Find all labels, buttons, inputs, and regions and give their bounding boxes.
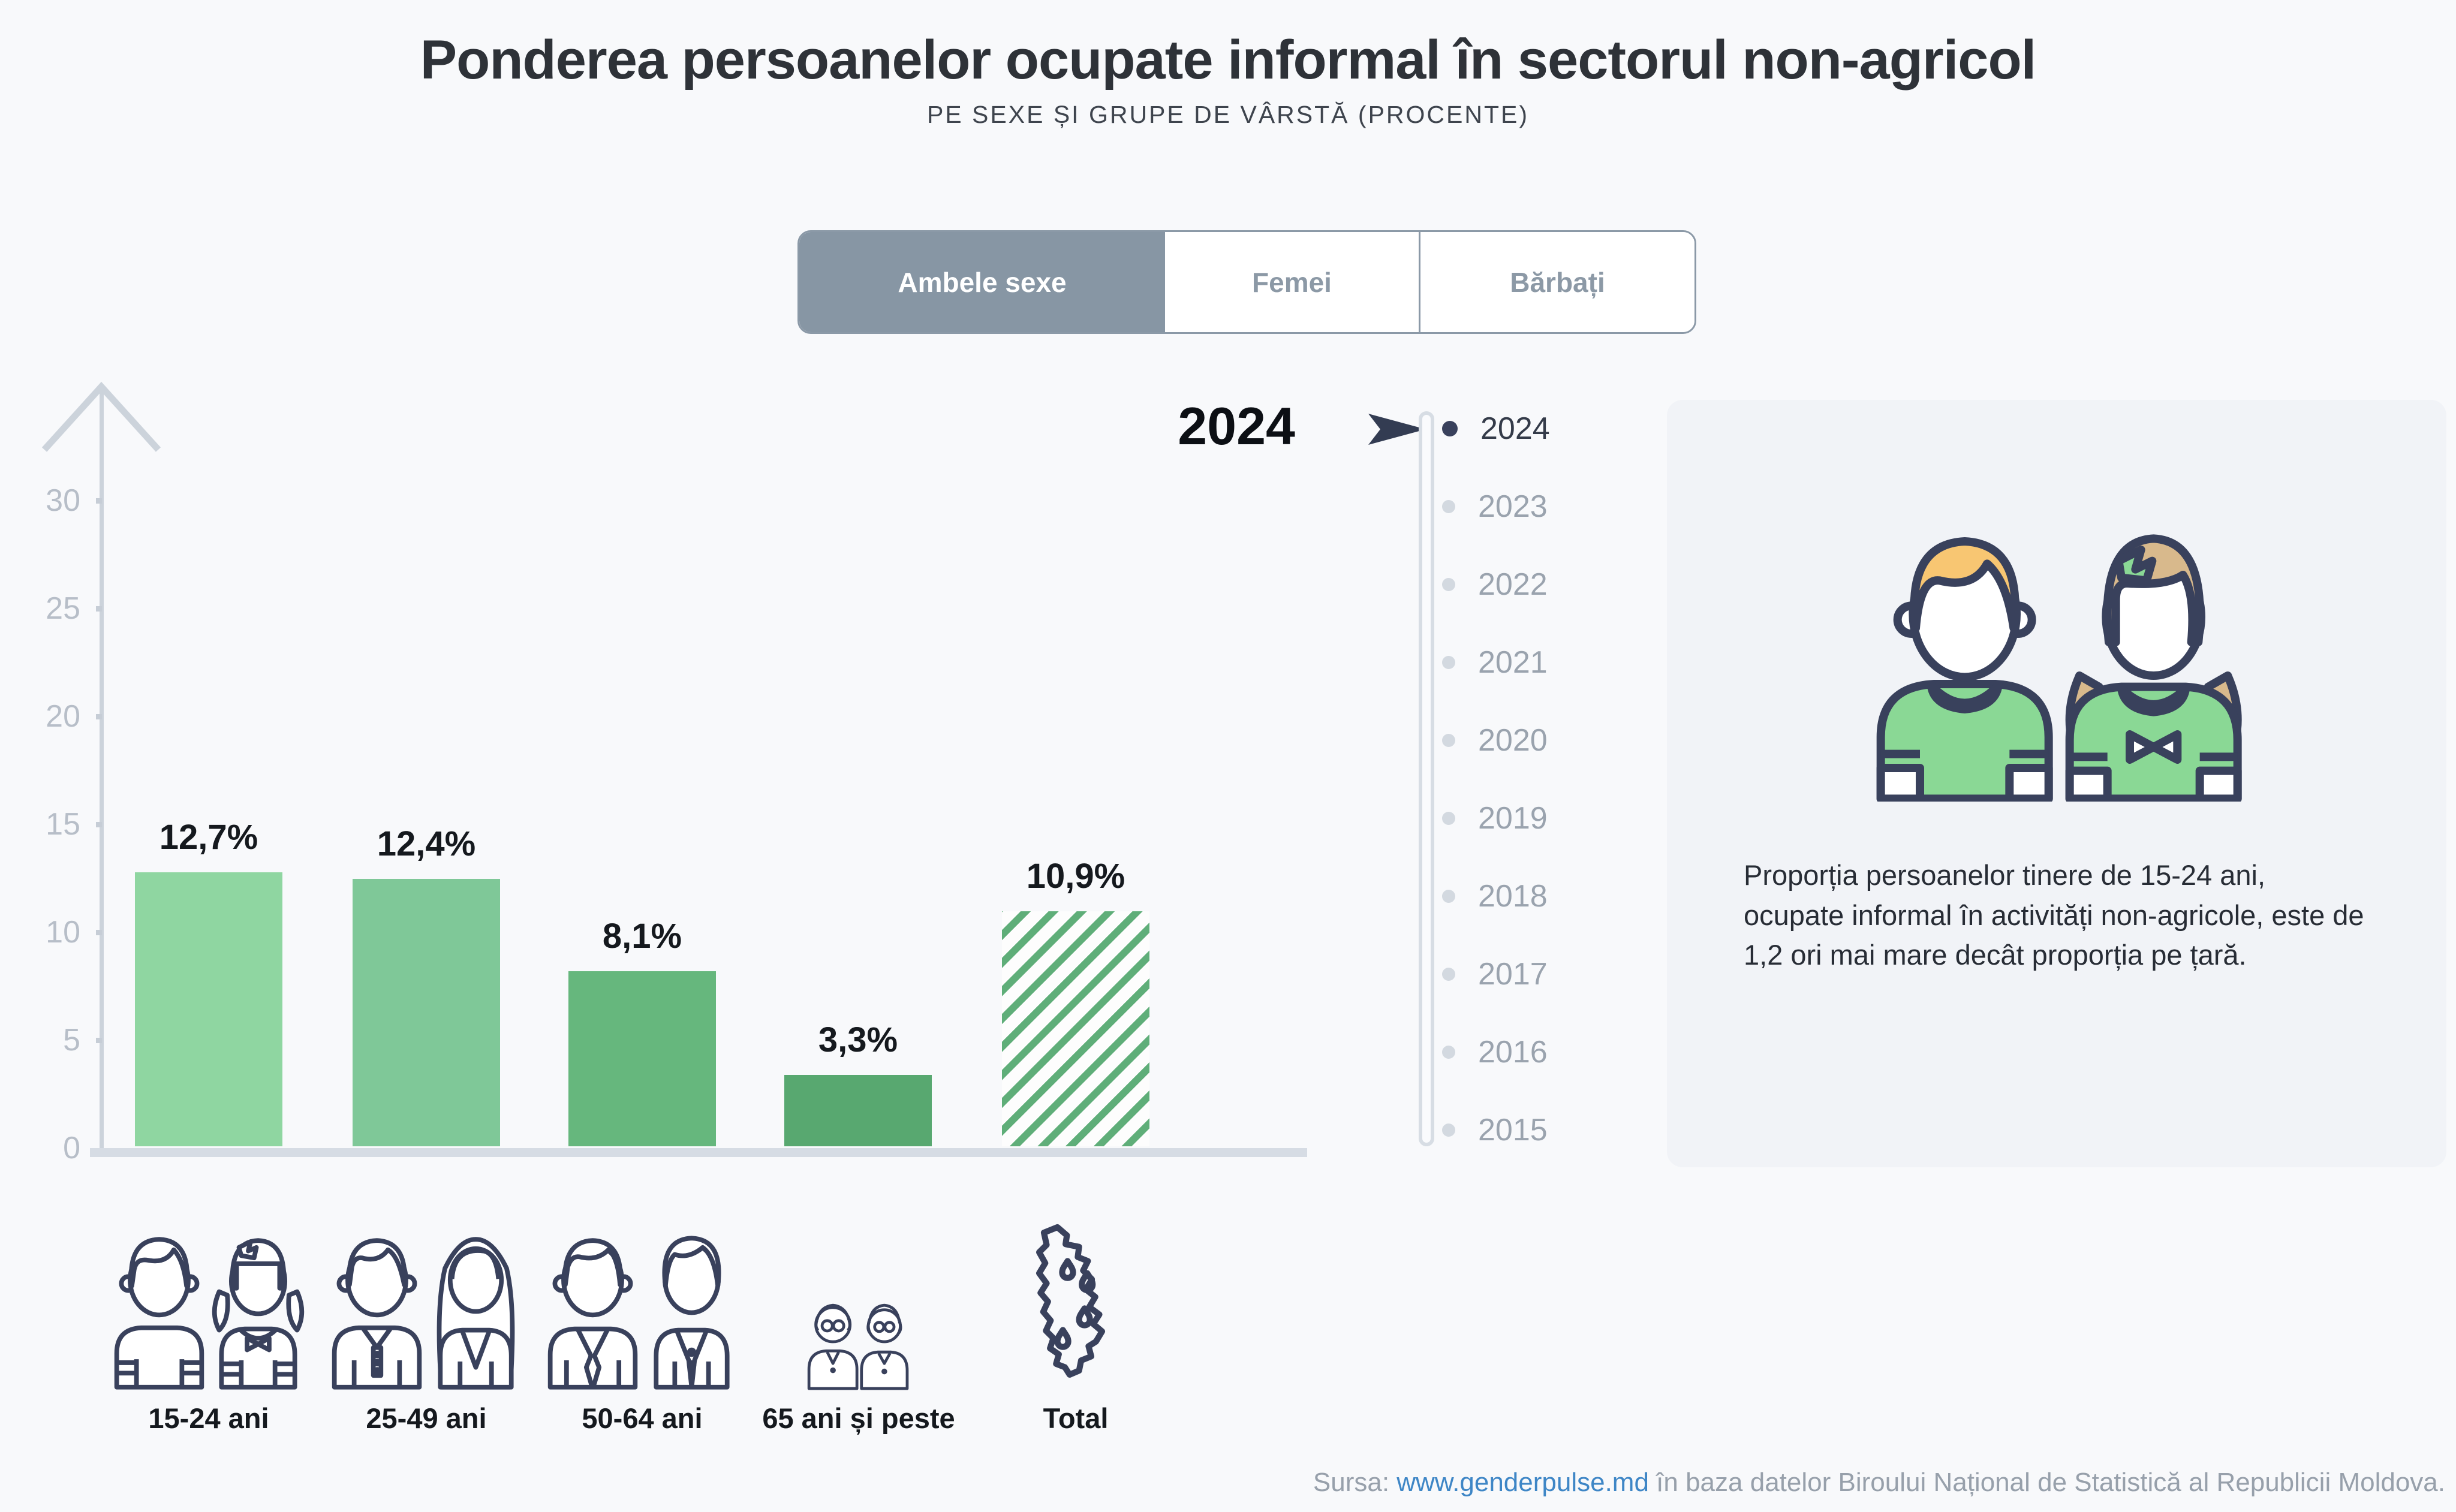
source-prefix: Sursa: bbox=[1313, 1468, 1397, 1497]
category-label-15-24: 15-24 ani bbox=[148, 1402, 269, 1434]
tab-ambele-sexe[interactable]: Ambele sexe bbox=[799, 232, 1165, 332]
timeline-dot bbox=[1442, 1046, 1455, 1059]
selected-year-label: 2024 bbox=[1178, 396, 1295, 456]
bar-25-49-ani[interactable] bbox=[353, 879, 500, 1146]
y-tick-20: 20 bbox=[12, 697, 102, 736]
bar-50-64-ani[interactable] bbox=[568, 971, 716, 1146]
timeline-year-2019[interactable]: 2019 bbox=[1442, 799, 1548, 838]
mature-pair-icon bbox=[547, 1236, 730, 1390]
bar-value-label: 10,9% bbox=[1026, 856, 1125, 896]
bar-65-ani-si-peste[interactable] bbox=[784, 1075, 932, 1146]
timeline-year-2016[interactable]: 2016 bbox=[1442, 1033, 1548, 1071]
bar-value-label: 12,4% bbox=[377, 824, 476, 863]
sex-filter-tabs: Ambele sexe Femei Bărbați bbox=[797, 230, 1696, 334]
y-tick-5: 5 bbox=[12, 1021, 102, 1059]
page-subtitle: PE SEXE ȘI GRUPE DE VÂRSTĂ (PROCENTE) bbox=[926, 101, 1530, 128]
source-line: Sursa: www.genderpulse.md în baza datelo… bbox=[1313, 1468, 2445, 1498]
boy-girl-illustration bbox=[1876, 534, 2242, 802]
y-tick-15: 15 bbox=[12, 805, 102, 844]
x-axis bbox=[90, 1148, 1307, 1157]
tab-barbati[interactable]: Bărbați bbox=[1419, 232, 1694, 332]
category-icon-65-peste bbox=[727, 1211, 991, 1391]
bar-15-24-ani[interactable] bbox=[135, 872, 282, 1146]
category-icon-25-49 bbox=[294, 1211, 558, 1391]
timeline-year-2024[interactable]: 2024 bbox=[1442, 409, 1550, 448]
timeline-dot bbox=[1442, 656, 1455, 669]
category-icon-50-64 bbox=[510, 1211, 774, 1391]
category-icon-total bbox=[944, 1211, 1208, 1391]
timeline-year-2018[interactable]: 2018 bbox=[1442, 877, 1548, 915]
bar-total[interactable] bbox=[1002, 911, 1149, 1146]
tab-femei[interactable]: Femei bbox=[1165, 232, 1419, 332]
y-axis-arrow-icon bbox=[41, 381, 161, 452]
timeline-year-2015[interactable]: 2015 bbox=[1442, 1111, 1548, 1149]
category-label-65-peste: 65 ani și peste bbox=[762, 1402, 955, 1434]
insight-card: Proporția persoanelor tinere de 15-24 an… bbox=[1667, 400, 2446, 1167]
category-label-25-49: 25-49 ani bbox=[366, 1402, 487, 1434]
timeline-year-2020[interactable]: 2020 bbox=[1442, 721, 1548, 760]
insight-text: Proporția persoanelor tinere de 15-24 an… bbox=[1744, 859, 2364, 971]
youth-pair-icon bbox=[114, 1237, 305, 1390]
elderly-pair-icon bbox=[807, 1303, 909, 1390]
category-label-50-64: 50-64 ani bbox=[582, 1402, 703, 1434]
timeline-year-2023[interactable]: 2023 bbox=[1442, 487, 1548, 526]
timeline-dot bbox=[1442, 812, 1455, 825]
category-icon-15-24 bbox=[77, 1211, 341, 1391]
y-axis bbox=[100, 388, 104, 1148]
timeline-dot bbox=[1442, 968, 1455, 981]
bar-value-label: 8,1% bbox=[602, 917, 682, 956]
timeline-dot bbox=[1442, 421, 1458, 436]
y-tick-30: 30 bbox=[12, 481, 102, 520]
page-title: Ponderea persoanelor ocupate informal în… bbox=[420, 29, 2036, 91]
timeline-dot bbox=[1442, 1124, 1455, 1137]
timeline-dot bbox=[1442, 500, 1455, 513]
timeline-dot bbox=[1442, 734, 1455, 747]
timeline-dot bbox=[1442, 578, 1455, 591]
timeline-year-2022[interactable]: 2022 bbox=[1442, 565, 1548, 604]
y-tick-10: 10 bbox=[12, 913, 102, 951]
y-tick-25: 25 bbox=[12, 589, 102, 628]
timeline-dot bbox=[1442, 890, 1455, 903]
timeline-year-2021[interactable]: 2021 bbox=[1442, 643, 1548, 682]
moldova-map-icon bbox=[1036, 1224, 1106, 1378]
adult-pair-icon bbox=[332, 1237, 515, 1390]
timeline-track[interactable] bbox=[1419, 411, 1434, 1146]
timeline-year-2017[interactable]: 2017 bbox=[1442, 955, 1548, 993]
bar-value-label: 3,3% bbox=[818, 1020, 898, 1060]
y-tick-0: 0 bbox=[63, 1131, 80, 1165]
source-suffix: în baza datelor Biroului Național de Sta… bbox=[1648, 1468, 2445, 1497]
timeline-cursor-icon bbox=[1368, 414, 1426, 445]
bar-value-label: 12,7% bbox=[159, 817, 258, 857]
category-label-total: Total bbox=[1043, 1402, 1109, 1434]
source-link[interactable]: www.genderpulse.md bbox=[1396, 1468, 1649, 1497]
